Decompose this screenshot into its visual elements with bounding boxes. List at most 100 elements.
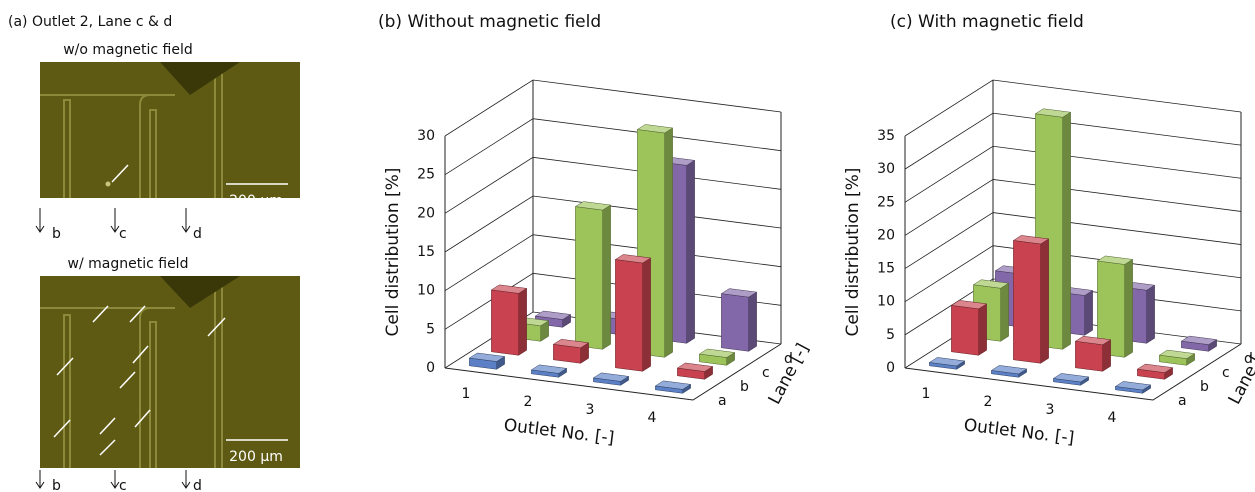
bar (699, 349, 734, 365)
grid-line (445, 80, 781, 136)
bar-front (1013, 240, 1040, 363)
bar (655, 381, 690, 393)
bar (951, 300, 986, 355)
x-tick-label: 1 (922, 386, 931, 402)
bar (991, 365, 1026, 377)
bar (1013, 235, 1048, 363)
bar-side (1041, 239, 1049, 363)
bar-side (687, 160, 695, 343)
y-tick-label: 15 (877, 261, 895, 277)
bar (1053, 373, 1088, 385)
chart-title: (c) With magnetic field (890, 12, 1084, 32)
bar-side (519, 288, 527, 355)
x-axis-label: Outlet No. [-] (503, 415, 616, 448)
grid-line (905, 179, 1241, 235)
bar (491, 285, 526, 355)
y-tick-label: 15 (417, 244, 435, 260)
lane-label: c (119, 226, 127, 242)
y-tick-label: 0 (426, 360, 435, 376)
lane-label: b (52, 478, 61, 492)
chart-title: (b) Without magnetic field (378, 12, 601, 32)
bar-side (1147, 285, 1155, 343)
bar-front (615, 259, 642, 371)
bar-side (1103, 340, 1111, 372)
bar-front (491, 290, 518, 355)
grid-line (905, 213, 1241, 269)
bar (1075, 336, 1110, 371)
y-tick-label: 35 (877, 128, 895, 144)
y-tick-label: 5 (886, 327, 895, 343)
y-tick-label: 10 (417, 283, 435, 299)
x-axis-label: Outlet No. [-] (963, 415, 1076, 448)
lane-label: a (1178, 393, 1187, 409)
grid-line (445, 196, 781, 252)
y-axis-label: Cell distribution [%] (843, 168, 863, 337)
y-tick-label: 30 (417, 128, 435, 144)
x-tick-label: 4 (648, 410, 657, 426)
lane-label: b (52, 226, 61, 242)
bar-side (603, 205, 611, 349)
bar-side (1001, 283, 1009, 341)
lane-label: d (193, 478, 202, 492)
x-tick-label: 2 (984, 394, 993, 410)
bar (1181, 336, 1216, 351)
lane-label: b (1200, 379, 1209, 395)
cell (106, 182, 111, 187)
bar-front (1075, 341, 1102, 371)
bar (615, 254, 650, 371)
bar-front (951, 305, 978, 355)
lane-label: c (762, 365, 770, 381)
lane-label: b (740, 379, 749, 395)
y-tick-label: 25 (417, 167, 435, 183)
lane-label: c (1222, 365, 1230, 381)
panel-a-title: (a) Outlet 2, Lane c & d (8, 14, 172, 30)
figure: (a) Outlet 2, Lane c & d w/o magnetic fi… (0, 0, 1255, 492)
y-axis-label: Cell distribution [%] (383, 168, 403, 337)
lane-label: d (193, 226, 202, 242)
bar-side (1125, 259, 1133, 357)
x-tick-label: 1 (462, 386, 471, 402)
bar (929, 357, 964, 369)
x-tick-label: 2 (524, 394, 533, 410)
micrograph (40, 62, 300, 198)
lane-label: a (718, 393, 727, 409)
bar-front (721, 294, 748, 352)
lane-label: c (119, 478, 127, 492)
x-tick-label: 4 (1108, 410, 1117, 426)
y-tick-label: 25 (877, 194, 895, 210)
bar-side (1063, 112, 1071, 349)
grid-line (445, 119, 781, 175)
bar (677, 363, 712, 379)
bar (553, 339, 588, 363)
y-tick-label: 0 (886, 360, 895, 376)
bar-side (1085, 290, 1093, 335)
y-tick-label: 30 (877, 161, 895, 177)
micrograph (40, 276, 300, 468)
bar (575, 202, 610, 350)
image-label: w/o magnetic field (63, 42, 193, 58)
bar (1115, 381, 1150, 393)
bar (721, 289, 756, 352)
grid-line (445, 157, 781, 213)
bar (1137, 364, 1172, 379)
x-tick-label: 3 (1046, 402, 1055, 418)
grid-line (445, 235, 781, 291)
grid-line (905, 113, 1241, 169)
bar-front (575, 207, 602, 350)
grid-line (905, 146, 1241, 202)
x-tick-label: 3 (586, 402, 595, 418)
bar-side (665, 128, 673, 357)
y-tick-label: 10 (877, 294, 895, 310)
scale-text: 200 μm (229, 193, 283, 209)
image-label: w/ magnetic field (68, 256, 189, 272)
bar-side (749, 292, 757, 351)
y-tick-label: 20 (417, 205, 435, 221)
bar (469, 353, 504, 369)
bar-side (643, 258, 651, 371)
y-tick-label: 20 (877, 227, 895, 243)
bar (531, 365, 566, 377)
bar (593, 373, 628, 385)
scale-text: 200 μm (229, 449, 283, 465)
y-tick-label: 5 (426, 321, 435, 337)
bar (1159, 350, 1194, 365)
